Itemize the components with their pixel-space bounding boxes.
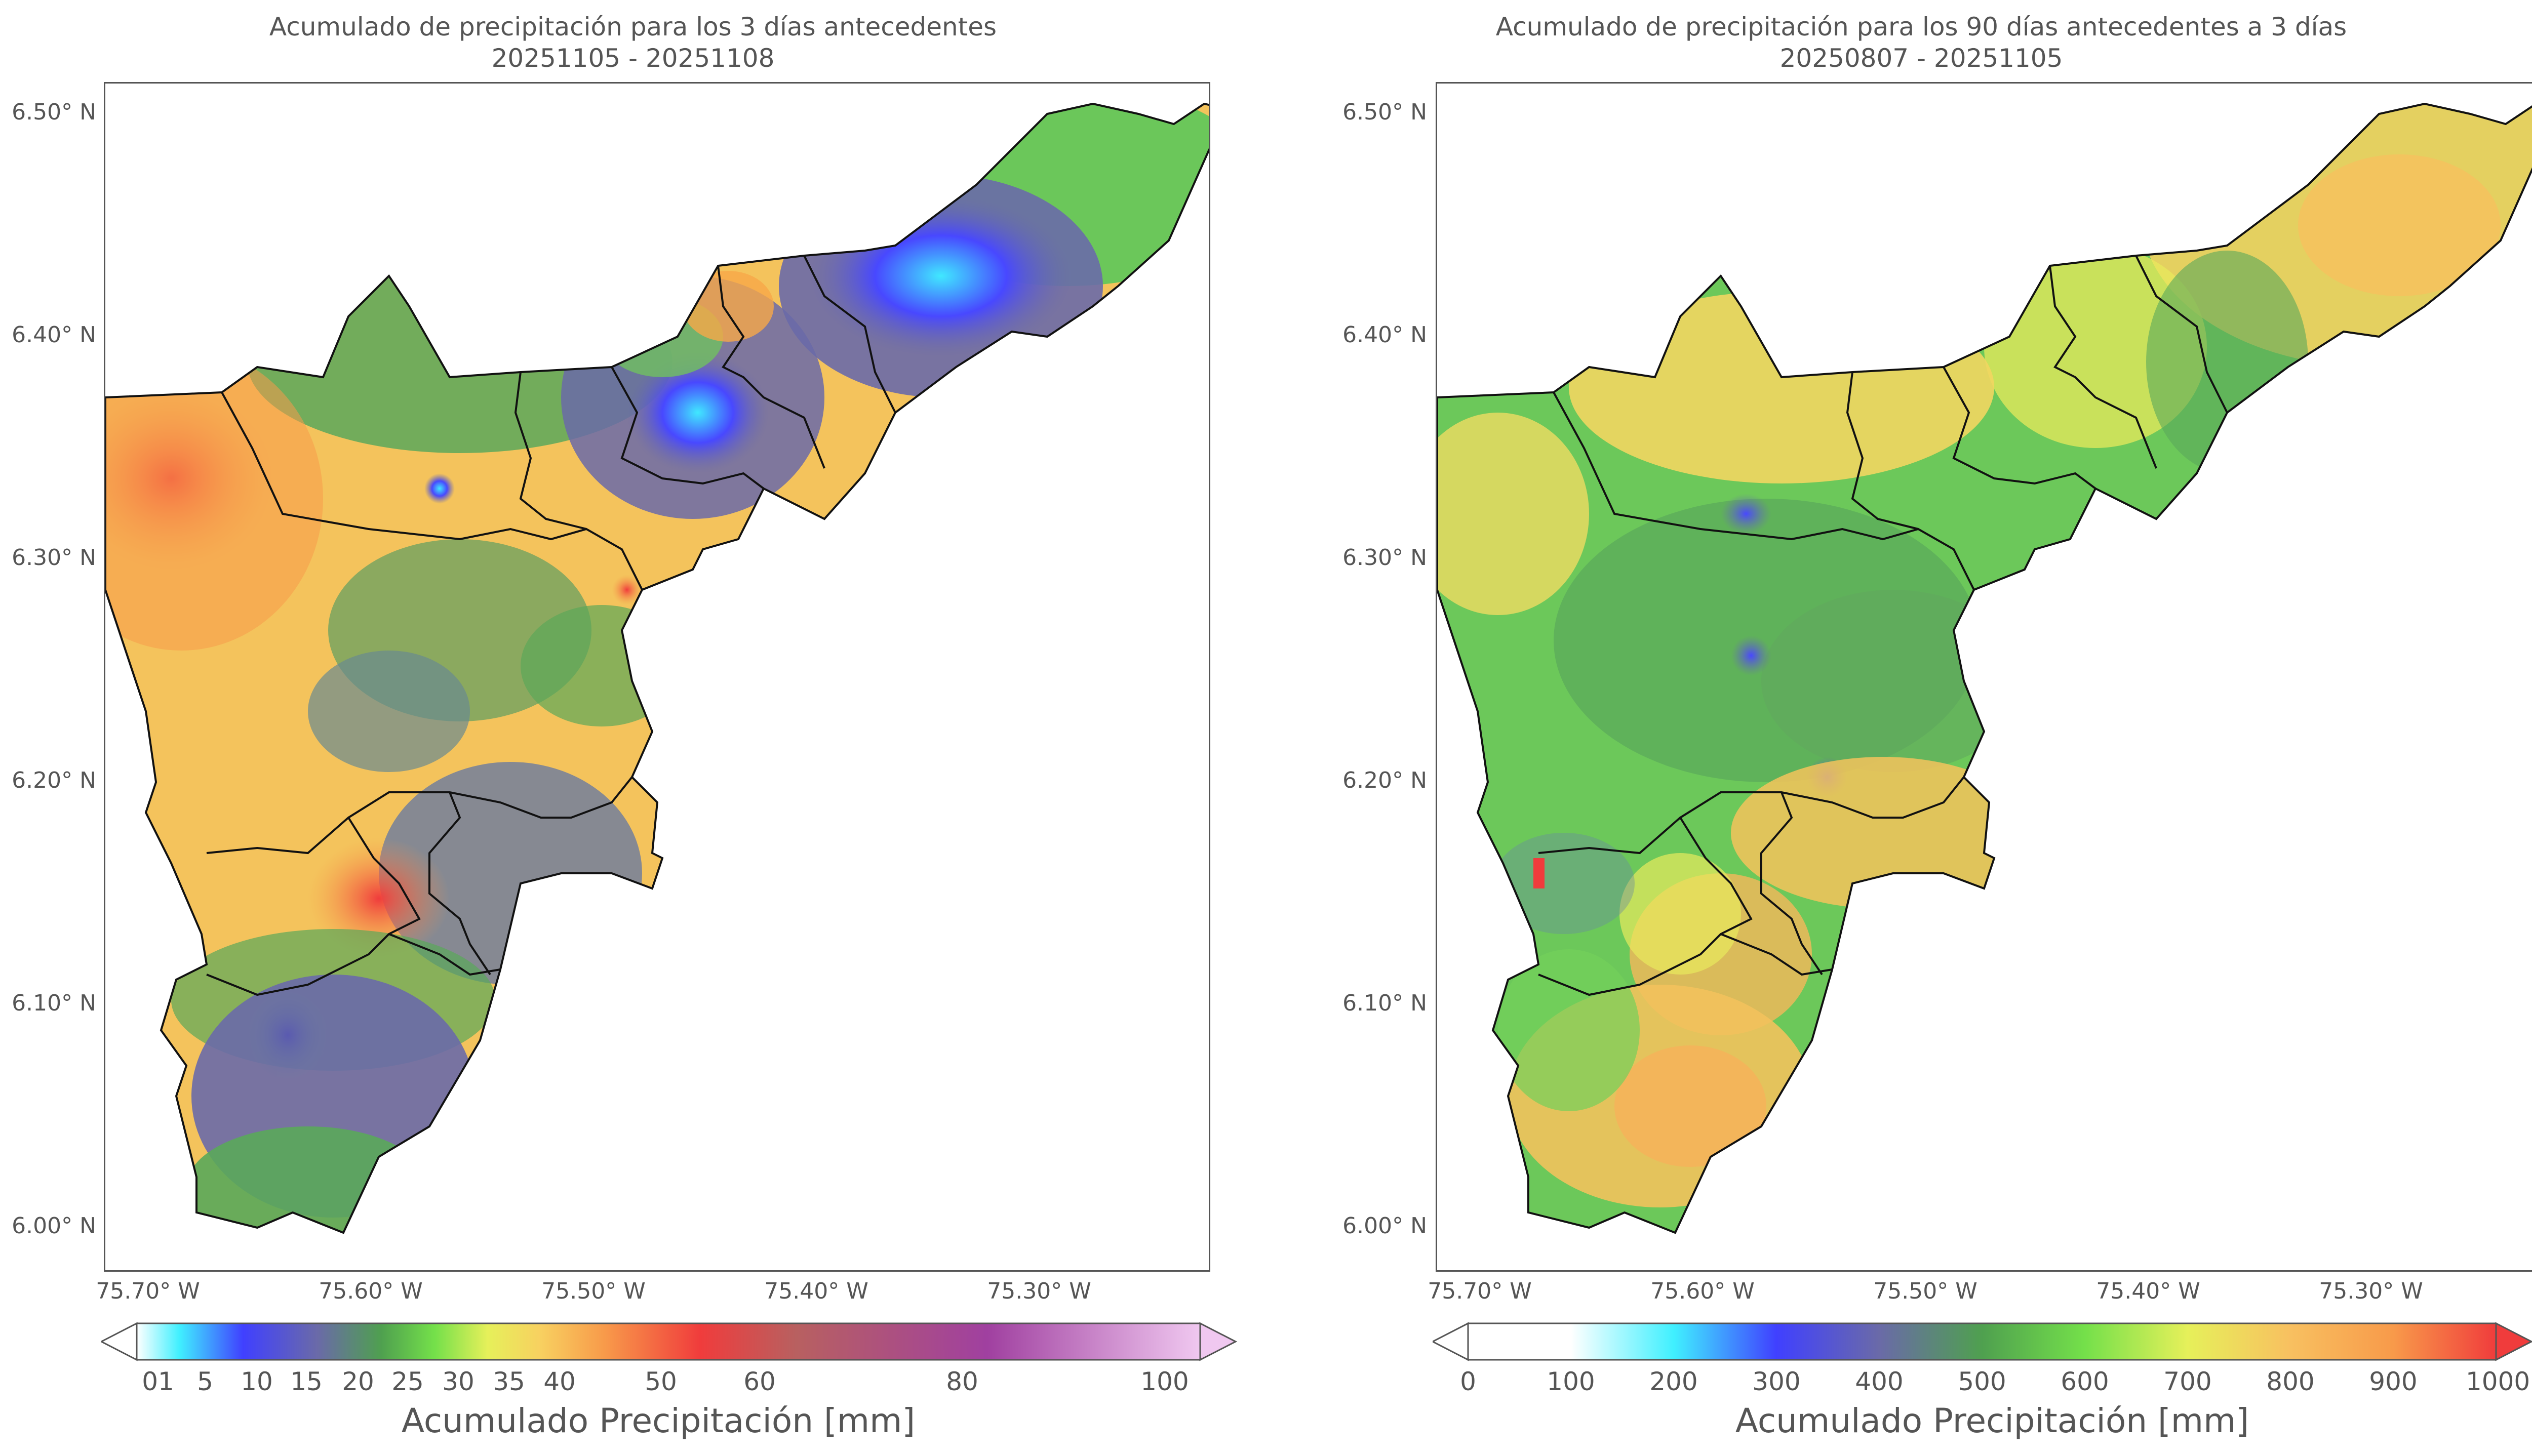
right-map-area[interactable] [1436, 82, 2532, 1272]
right-colorbar [1433, 1322, 2532, 1361]
right-colorbar-tick: 1000 [2466, 1367, 2530, 1396]
right-colorbar-tick: 900 [2369, 1367, 2418, 1396]
right-ytick-label: 6.50° N [1342, 99, 1427, 125]
left-ytick-label: 6.00° N [12, 1213, 96, 1239]
right-colorbar-tick: 500 [1958, 1367, 2006, 1396]
left-colorbar-label: Acumulado Precipitación [mm] [401, 1401, 916, 1440]
left-colorbar-tick: 35 [493, 1367, 525, 1396]
left-ytick-label: 6.50° N [12, 99, 96, 125]
right-ytick-label: 6.00° N [1342, 1213, 1427, 1239]
right-ytick-label: 6.20° N [1342, 767, 1427, 793]
left-colorbar-tick: 20 [342, 1367, 374, 1396]
right-colorbar-tick: 0 [1460, 1367, 1476, 1396]
left-map-area[interactable] [104, 82, 1210, 1272]
right-ytick-label: 6.40° N [1342, 322, 1427, 348]
right-ytick-label: 6.30° N [1342, 545, 1427, 571]
right-colorbar-tick: 300 [1752, 1367, 1801, 1396]
left-colorbar-tick: 01 [142, 1367, 174, 1396]
right-colorbar-label: Acumulado Precipitación [mm] [1735, 1401, 2249, 1440]
left-colorbar-tick: 100 [1140, 1367, 1189, 1396]
right-colorbar-tick: 200 [1649, 1367, 1698, 1396]
right-xtick-label: 75.60° W [1650, 1278, 1755, 1304]
left-precip-map [105, 102, 1209, 1234]
left-ytick-label: 6.40° N [12, 322, 96, 348]
left-colorbar-tick: 80 [946, 1367, 978, 1396]
left-xtick-label: 75.50° W [541, 1278, 646, 1304]
left-xtick-label: 75.40° W [764, 1278, 868, 1304]
right-xtick-label: 75.70° W [1428, 1278, 1532, 1304]
right-ytick-label: 6.10° N [1342, 990, 1427, 1016]
left-colorbar-tick: 50 [645, 1367, 677, 1396]
left-xtick-label: 75.30° W [987, 1278, 1091, 1304]
right-xtick-label: 75.50° W [1873, 1278, 1977, 1304]
right-colorbar-tick: 700 [2163, 1367, 2212, 1396]
left-xtick-label: 75.60° W [319, 1278, 423, 1304]
right-map-title-line1: Acumulado de precipitación para los 90 d… [1495, 12, 2347, 42]
right-colorbar-tick: 100 [1547, 1367, 1595, 1396]
left-colorbar-tick: 40 [543, 1367, 576, 1396]
right-colorbar-tick: 800 [2266, 1367, 2315, 1396]
left-colorbar-tick: 10 [241, 1367, 273, 1396]
right-colorbar-tick: 600 [2061, 1367, 2109, 1396]
left-colorbar-tick: 60 [743, 1367, 776, 1396]
right-map-panel: Acumulado de precipitación para los 90 d… [1288, 0, 2532, 1456]
right-map-title-line2: 20250807 - 20251105 [1779, 44, 2063, 73]
left-colorbar-tick: 5 [197, 1367, 213, 1396]
left-ytick-label: 6.10° N [12, 990, 96, 1016]
left-map-title-line2: 20251105 - 20251108 [491, 44, 775, 73]
left-colorbar-tick: 30 [442, 1367, 474, 1396]
right-xtick-label: 75.30° W [2319, 1278, 2423, 1304]
left-map-title-line1: Acumulado de precipitación para los 3 dí… [269, 12, 997, 42]
right-colorbar-tick: 400 [1855, 1367, 1904, 1396]
right-precip-map [1437, 102, 2532, 1234]
left-colorbar-tick: 25 [391, 1367, 424, 1396]
left-ytick-label: 6.20° N [12, 767, 96, 793]
left-xtick-label: 75.70° W [96, 1278, 200, 1304]
left-map-panel: Acumulado de precipitación para los 3 dí… [12, 12, 1238, 1440]
right-xtick-label: 75.40° W [2096, 1278, 2200, 1304]
left-colorbar [101, 1322, 1238, 1361]
left-ytick-label: 6.30° N [12, 545, 96, 571]
left-colorbar-tick: 15 [290, 1367, 323, 1396]
